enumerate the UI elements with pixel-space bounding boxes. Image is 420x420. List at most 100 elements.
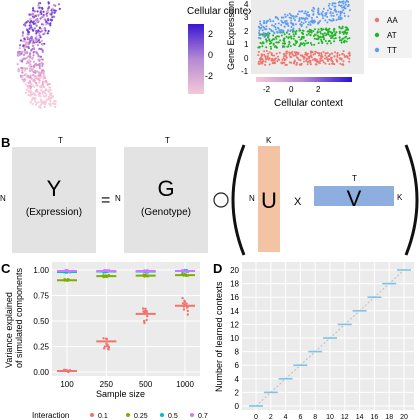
colorbar-tick: 0	[208, 50, 213, 60]
expression-point	[275, 37, 278, 40]
expression-point	[316, 22, 319, 25]
expression-point	[266, 32, 269, 34]
umap-point	[30, 82, 33, 85]
expression-point	[261, 45, 264, 48]
expression-point	[280, 19, 283, 22]
expression-point	[312, 10, 315, 13]
expression-point	[265, 39, 268, 42]
umap-point	[46, 81, 49, 85]
d-ytick: 18	[230, 280, 239, 289]
expression-point	[263, 53, 266, 56]
umap-point	[42, 77, 45, 80]
expression-point	[303, 44, 306, 47]
d-marks	[249, 269, 411, 407]
expression-point	[291, 53, 294, 56]
expression-point	[336, 13, 338, 16]
umap-point	[18, 53, 21, 57]
expression-point	[257, 60, 260, 63]
expression-point	[287, 37, 290, 39]
umap-point	[38, 26, 42, 30]
expression-point	[321, 36, 324, 38]
expression-point	[303, 56, 306, 59]
expression-point	[266, 35, 269, 38]
expression-point	[294, 39, 297, 42]
expression-point	[320, 52, 323, 55]
expression-point	[321, 59, 323, 62]
umap-point	[54, 103, 57, 106]
expression-point	[264, 63, 267, 66]
legend-label: AT	[387, 31, 397, 40]
expression-point	[264, 55, 267, 58]
expression-point	[327, 60, 329, 62]
expression-point	[283, 55, 286, 58]
scatter-ytick: 2	[244, 27, 249, 36]
expression-point	[269, 20, 272, 23]
expression-point	[321, 42, 324, 44]
umap-point	[39, 11, 42, 14]
expression-point	[297, 36, 300, 39]
umap-point	[39, 98, 43, 101]
expression-point	[311, 51, 314, 54]
umap-point	[32, 44, 35, 47]
umap-point	[53, 11, 56, 14]
umap-point	[33, 78, 36, 81]
expression-point	[320, 28, 323, 31]
expression-point	[299, 54, 302, 57]
umap-point	[34, 50, 37, 54]
c-ytick: 0.00	[33, 368, 49, 377]
umap-point	[49, 24, 52, 27]
expression-point	[290, 19, 293, 22]
expression-point	[342, 9, 345, 12]
umap-point	[44, 100, 47, 103]
umap-point	[37, 78, 40, 81]
legend-swatch	[160, 413, 164, 417]
umap-point	[38, 63, 41, 66]
dim-label: T	[165, 136, 170, 145]
umap-point	[44, 88, 48, 91]
expression-point	[324, 19, 327, 22]
expression-point	[333, 37, 336, 40]
expression-point	[328, 53, 331, 56]
c-point	[186, 313, 189, 316]
expression-point	[309, 50, 312, 53]
dim-label: K	[266, 136, 272, 145]
colorbar-tick: 2	[208, 29, 213, 39]
umap-point	[53, 9, 56, 12]
expression-point	[335, 10, 337, 12]
expression-point	[309, 34, 312, 37]
expression-point	[281, 42, 284, 45]
expression-point	[285, 35, 288, 38]
expression-point	[260, 62, 263, 65]
expression-point	[324, 52, 327, 55]
expression-point	[258, 29, 261, 32]
umap-point	[52, 4, 56, 7]
expression-point	[316, 38, 319, 41]
expression-point	[338, 4, 341, 7]
umap-point	[40, 39, 44, 43]
expression-point	[271, 58, 274, 61]
dim-label: K	[397, 193, 403, 202]
umap-point	[25, 56, 29, 59]
umap-point	[23, 37, 26, 40]
umap-point	[28, 41, 31, 44]
expression-point	[264, 28, 267, 31]
expression-point	[301, 32, 304, 35]
umap-point	[43, 27, 46, 30]
expression-point	[317, 31, 319, 34]
umap-point	[38, 59, 41, 63]
d-xtick: 12	[341, 414, 349, 420]
umap-point	[51, 96, 54, 99]
expression-point	[322, 28, 325, 31]
expression-point	[271, 54, 274, 57]
umap-point	[42, 15, 45, 18]
expression-point	[338, 30, 341, 33]
expression-point	[308, 57, 311, 60]
c-point	[103, 345, 107, 348]
expression-point	[320, 40, 323, 42]
expression-point	[260, 24, 263, 27]
expression-point	[288, 33, 291, 36]
expression-point	[268, 42, 271, 45]
expression-point	[343, 7, 346, 10]
umap-point	[21, 50, 24, 53]
expression-point	[341, 6, 344, 9]
